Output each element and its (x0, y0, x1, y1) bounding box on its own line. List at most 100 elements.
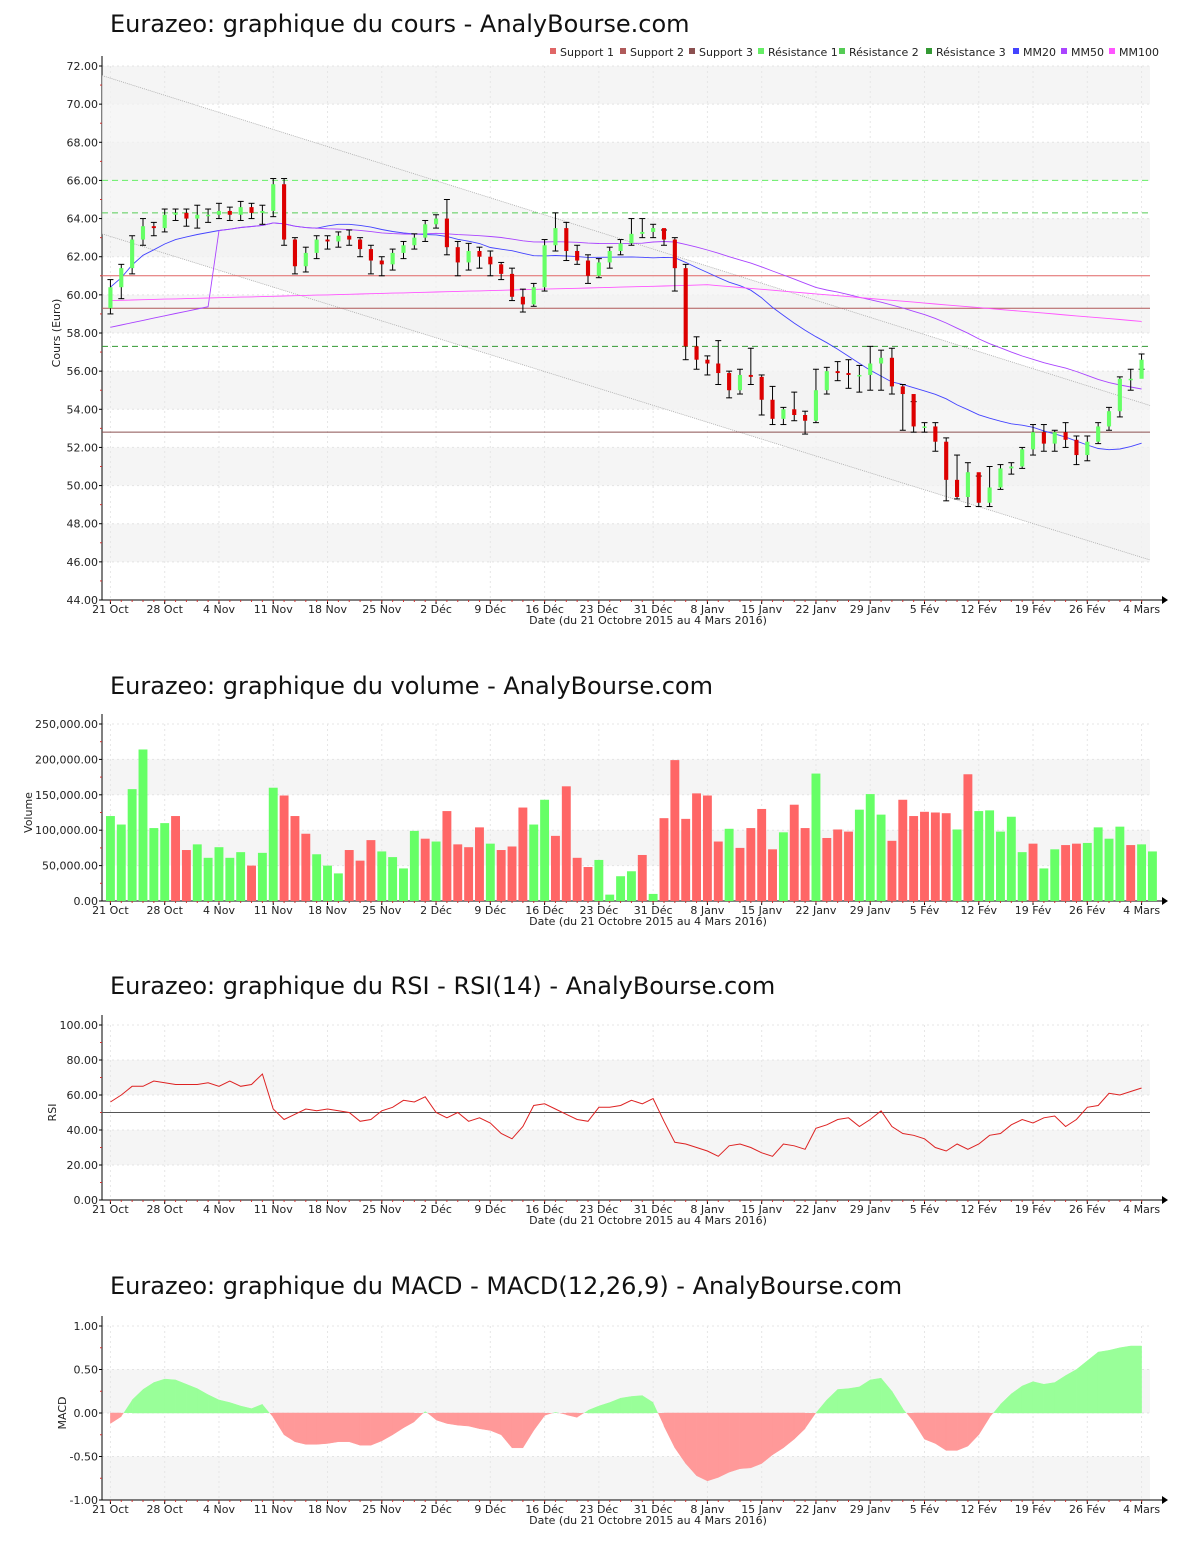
volume-bar (366, 840, 376, 901)
y-tick-label: 100.00 (60, 1019, 99, 1032)
x-tick-label: 22 Janv (795, 904, 836, 917)
grid-band (102, 759, 1150, 795)
candle-body (835, 371, 840, 374)
macd-area-segment (544, 1413, 553, 1416)
x-tick-label: 16 Déc (525, 904, 564, 917)
candle-body (803, 415, 808, 421)
volume-bar (920, 811, 929, 901)
y-axis-title: RSI (46, 1104, 59, 1122)
legend-swatch (689, 48, 695, 54)
x-tick-label: 26 Fév (1069, 1203, 1106, 1216)
price-candle (129, 235, 136, 275)
y-tick-label: 58.00 (67, 327, 99, 340)
price-candle (802, 410, 809, 435)
price-candle (650, 223, 657, 239)
price-candle (563, 221, 570, 262)
x-tick-label: 19 Fév (1015, 904, 1052, 917)
x-tick-label: 9 Déc (474, 603, 506, 616)
macd-area-segment (533, 1412, 545, 1432)
volume-bar (464, 847, 474, 901)
x-tick-label: 19 Fév (1015, 603, 1052, 616)
candle-body (1128, 378, 1133, 381)
candle-body (651, 228, 656, 232)
candle-body (336, 235, 341, 242)
volume-bar (127, 789, 137, 901)
volume-bar (1017, 852, 1027, 901)
volume-bar (203, 857, 213, 901)
price-candle (660, 228, 667, 246)
candle-body (1085, 441, 1090, 456)
legend-label: MM100 (1119, 46, 1159, 59)
candle-body (520, 296, 525, 305)
price-candle (194, 204, 201, 229)
candle-body (564, 228, 569, 251)
volume-bar (268, 787, 278, 901)
x-tick-label: 4 Mars (1123, 603, 1160, 616)
macd-area-segment (793, 1412, 806, 1440)
macd-area-segment (906, 1413, 914, 1422)
volume-bar (105, 816, 115, 901)
price-candle (736, 368, 743, 395)
price-candle (291, 237, 298, 275)
trend-channel-area (102, 75, 1150, 560)
price-candle (595, 258, 602, 279)
volume-bar (399, 868, 408, 901)
volume-bar (301, 833, 311, 901)
macd-area-segment (750, 1412, 762, 1469)
macd-area-segment (359, 1412, 372, 1446)
candle-body (879, 357, 884, 364)
macd-area-segment (674, 1412, 686, 1465)
macd-area-segment (718, 1412, 730, 1478)
macd-area-segment (631, 1395, 643, 1414)
x-axis-arrow (1162, 897, 1168, 905)
volume-bar (865, 794, 875, 901)
x-tick-label: 22 Janv (795, 603, 836, 616)
candle-body (585, 260, 591, 276)
y-tick-label: 44.00 (67, 594, 99, 607)
price-candle (519, 288, 526, 313)
x-tick-label: 21 Oct (92, 1203, 129, 1216)
x-tick-label: 21 Oct (92, 1503, 129, 1516)
price-candle (389, 248, 396, 271)
price-candle (183, 208, 190, 227)
price-candle (997, 464, 1004, 490)
macd-area-segment (403, 1412, 415, 1429)
macd-chart: -1.00 -0.50 0.00 0.50 1.00 21 Oct 28 Oct 4 Nov 1… (56, 1316, 1168, 1527)
x-tick-label: 23 Déc (579, 904, 618, 917)
price-candle (1019, 446, 1026, 469)
y-tick-label: 200,000.00 (35, 753, 98, 766)
volume-bar (648, 893, 658, 901)
volume-chart: 0.00 50,000.00 100,000.00 150,000.00 200,000… (22, 714, 1168, 928)
volume-bar (420, 838, 430, 901)
macd-area-segment (110, 1412, 122, 1424)
x-tick-label: 29 Janv (850, 904, 891, 917)
candle-body (727, 373, 732, 391)
candle-body (292, 239, 298, 267)
candle-body (444, 218, 449, 248)
macd-area-segment (348, 1412, 361, 1446)
volume-bar (746, 828, 756, 901)
candle-body (477, 250, 482, 257)
legend-swatch (550, 48, 556, 54)
volume-bar (594, 859, 604, 901)
macd-area-segment (728, 1412, 741, 1473)
price-candle (509, 267, 516, 302)
price-candle (910, 394, 917, 433)
candle-body (238, 207, 243, 215)
macd-area-segment (945, 1412, 958, 1451)
candle-body (542, 245, 547, 288)
price-candle (541, 239, 548, 292)
macd-area-segment (657, 1413, 664, 1427)
volume-bar (1006, 816, 1016, 901)
macd-area-segment (370, 1412, 383, 1446)
macd-area-segment (1097, 1350, 1110, 1414)
x-tick-label: 25 Nov (362, 603, 401, 616)
price-candle (964, 462, 971, 508)
volume-bar (192, 844, 202, 901)
candle-body (618, 243, 623, 251)
candle-body (737, 374, 743, 391)
volume-bar (550, 835, 560, 901)
y-tick-label: 66.00 (67, 174, 99, 187)
volume-bar (572, 857, 582, 901)
price-candle (150, 221, 157, 237)
